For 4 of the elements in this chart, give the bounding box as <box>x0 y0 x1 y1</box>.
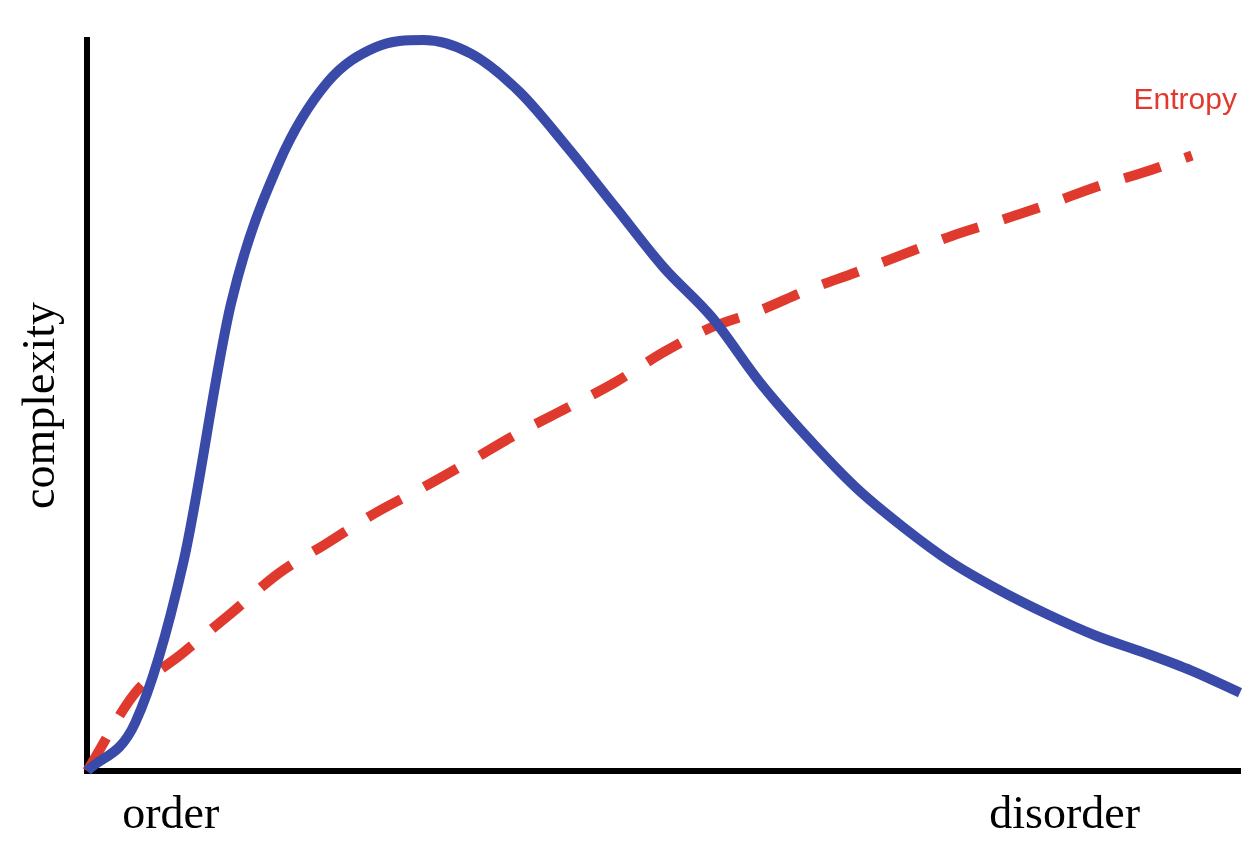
text: order <box>122 787 220 839</box>
y-axis-title: complexity <box>12 302 64 509</box>
series-label: Entropy <box>1133 81 1237 115</box>
text: disorder <box>989 787 1140 839</box>
